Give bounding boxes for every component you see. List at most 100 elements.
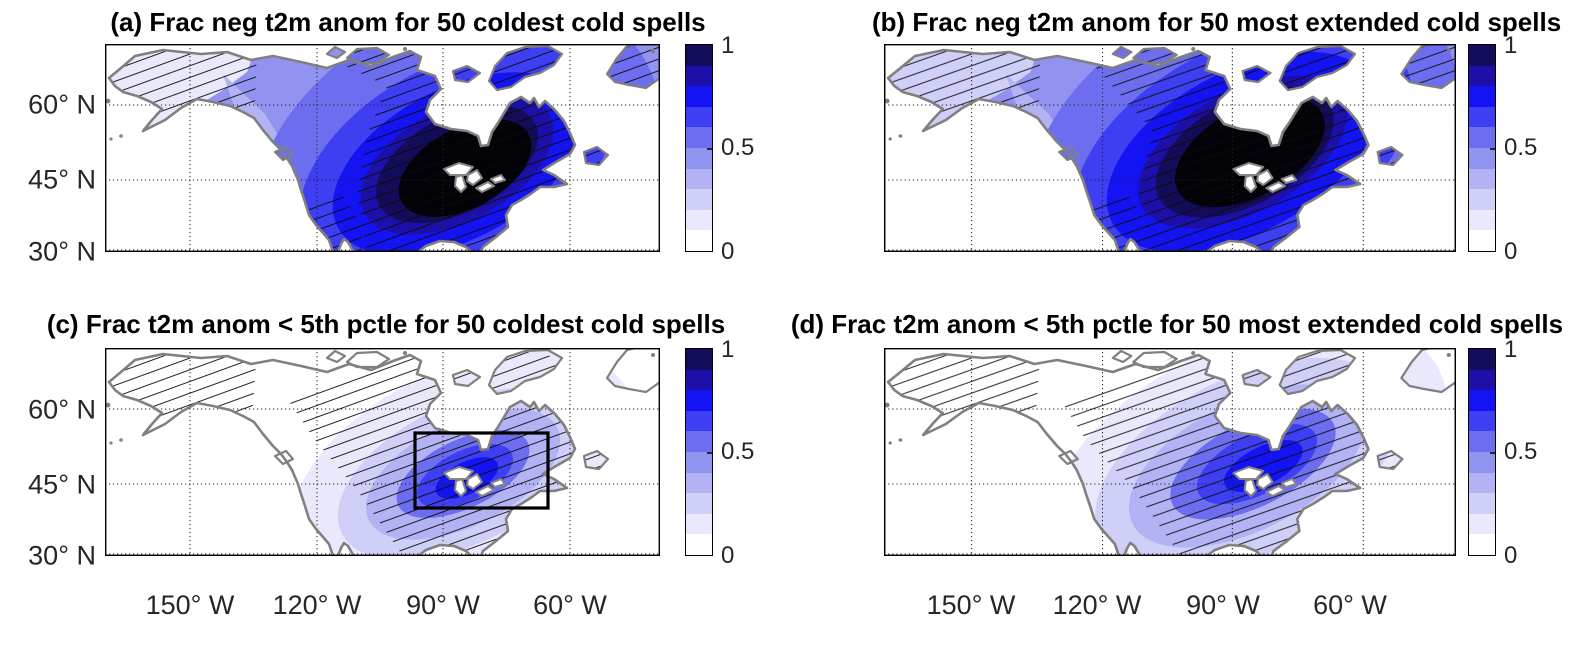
lat-tick-60n-top: 60° N [28,89,96,120]
axes-frame [884,44,1456,252]
colorbar-segment [1469,65,1495,87]
island-coastline [1132,350,1178,369]
colorbar-a [685,44,713,252]
colorbar-segment [1469,189,1495,210]
colorbar-segment [686,390,712,411]
colorbar-segment [686,472,712,494]
lon-tick-60w-right: 60° W [1313,590,1387,620]
island-coastline [1278,348,1357,396]
island-coastline [273,449,295,466]
colorbar-segment [1469,230,1495,251]
island-coastline [1058,449,1079,466]
colorbar-segment [1469,410,1495,432]
island-coastline [345,46,391,65]
cb-c-tick-0: 0 [721,542,735,569]
island-coastline [1111,45,1133,60]
colorbar-segment [686,168,712,190]
cb-b-tick-1: 1 [1504,32,1518,59]
island-coastline [1058,145,1079,162]
island-coastline [325,349,347,364]
lon-tick-120w-right: 120° W [1052,590,1142,620]
colorbar-segment [1469,534,1495,555]
colorbar-segment [686,431,712,452]
islets [105,351,655,445]
island-coastline [1400,44,1456,90]
colorbar-segment [1469,513,1495,535]
axes-frame [884,348,1456,556]
colorbar-segment [1469,493,1495,514]
colorbar-segment [1469,349,1495,370]
colorbar-segment [1469,451,1495,473]
axes-frame [105,348,660,556]
colorbar-segment [686,369,712,391]
colorbar-segment [1469,127,1495,148]
panel-c-title: (c) Frac t2m anom < 5th pctle for 50 col… [46,309,726,339]
colorbar-segment [686,349,712,370]
highlight-box [413,431,550,510]
cb-a-tick-1: 1 [721,32,735,59]
colorbar-mid-tickmark [707,452,712,454]
lon-tick-60w-left: 60° W [533,590,607,620]
island-coastline [1241,368,1272,388]
lon-tick-90w-left: 90° W [406,590,480,620]
lat-tick-45n-top: 45° N [28,164,96,195]
colorbar-segment [686,493,712,514]
colorbar-segment [686,410,712,432]
colorbar-b [1468,44,1496,252]
colorbar-segment [686,209,712,231]
colorbar-segment [686,106,712,128]
island-coastline [487,348,564,396]
cb-a-tick-0: 0 [721,238,735,265]
island-coastline [1241,64,1272,84]
island-coastline [605,348,660,394]
island-coastline [487,44,564,92]
cb-c-tick-05: 0.5 [721,438,755,465]
colorbar-segment [1469,86,1495,107]
panel-b-title: (b) Frac neg t2m anom for 50 most extend… [872,7,1562,37]
panel-c-svg [105,348,660,556]
cb-b-tick-05: 0.5 [1504,134,1538,161]
island-coastline [325,45,347,60]
graticule [884,44,1456,252]
great-lakes [1232,466,1298,497]
colorbar-segment [686,127,712,148]
graticule [105,44,660,252]
cb-d-tick-05: 0.5 [1504,438,1538,465]
panel-b-map [884,44,1456,252]
axes-frame [105,44,660,252]
great-lakes [443,466,506,497]
colorbar-segment [686,230,712,251]
coastline [886,48,1370,252]
colorbar-segment [686,189,712,210]
colorbar-segment [686,451,712,473]
cb-b-tick-0: 0 [1504,238,1518,265]
islets [884,47,1451,141]
coastline [107,48,577,252]
lon-tick-120w-left: 120° W [272,590,362,620]
cb-c-tick-1: 1 [721,336,735,363]
cb-d-tick-0: 0 [1504,542,1518,569]
graticule [105,348,660,556]
colorbar-segment [1469,106,1495,128]
panel-a-title: (a) Frac neg t2m anom for 50 coldest col… [110,7,706,37]
panel-a-map [105,44,660,252]
colorbar-mid-tickmark [707,148,712,150]
colorbar-mid-tickmark [1490,148,1495,150]
panel-b-svg [884,44,1456,252]
lon-tick-150w-right: 150° W [926,590,1016,620]
colorbar-segment [1469,209,1495,231]
colorbar-segment [686,65,712,87]
cb-a-tick-05: 0.5 [721,134,755,161]
island-coastline [451,64,482,84]
colorbar-segment [1469,369,1495,391]
island-coastline [1111,349,1133,364]
island-coastline [273,145,295,162]
panel-a-svg [105,44,660,252]
colorbar-segment [1469,390,1495,411]
colorbar-c [685,348,713,556]
panel-d-svg [884,348,1456,556]
island-coastline [1400,348,1456,394]
colorbar-segment [686,45,712,66]
colorbar-segment [686,513,712,535]
coastline [886,352,1370,556]
